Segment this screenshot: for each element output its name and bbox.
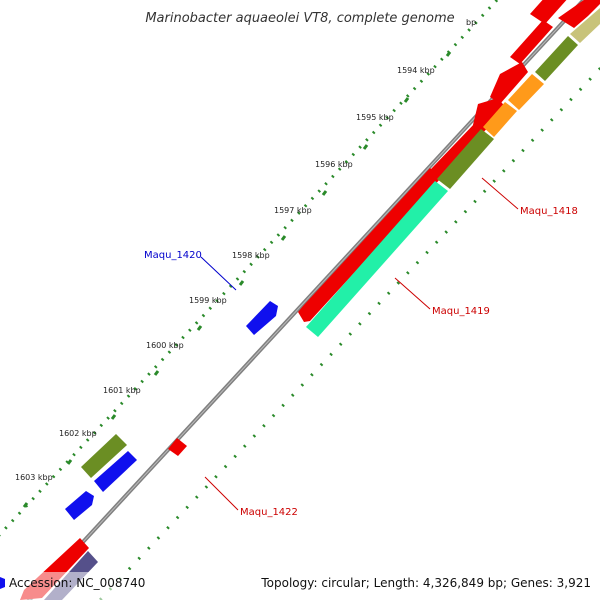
tick-label: bp <box>466 18 476 27</box>
major-tick-mark <box>238 280 245 286</box>
gene-arrow[interactable] <box>535 36 578 81</box>
scale-tick-labels: bp 1594 kbp 1595 kbp 1596 kbp 1597 kbp 1… <box>15 18 476 482</box>
tick-label: 1597 kbp <box>274 206 312 215</box>
major-tick-mark <box>445 51 452 57</box>
leader-line <box>204 476 239 511</box>
gene-arrow[interactable] <box>94 451 137 492</box>
gene-arrow[interactable] <box>483 102 517 137</box>
gene-maqu-1419-feature[interactable] <box>298 168 441 322</box>
gene-arrow[interactable] <box>306 181 448 337</box>
tick-label: 1603 kbp <box>15 473 53 482</box>
gene-label-maqu-1419[interactable]: Maqu_1419 <box>432 306 490 317</box>
gene-arrow[interactable] <box>530 0 570 24</box>
tick-label: 1598 kbp <box>232 251 270 260</box>
major-tick-mark <box>110 414 117 420</box>
tick-label: 1600 kbp <box>146 341 184 350</box>
footer-backdrop <box>0 572 600 600</box>
gene-label-maqu-1422[interactable]: Maqu_1422 <box>240 507 298 518</box>
gene-arrow[interactable] <box>65 491 94 520</box>
leader-line <box>481 177 519 210</box>
gene-label-maqu-1418[interactable]: Maqu_1418 <box>520 206 578 217</box>
genome-title: Marinobacter aquaeolei VT8, complete gen… <box>145 11 454 26</box>
topology-text: Topology: circular; Length: 4,326,849 bp… <box>260 576 591 590</box>
gene-features <box>20 0 600 600</box>
major-tick-mark <box>66 459 73 465</box>
major-tick-mark <box>321 190 328 196</box>
tick-label: 1595 kbp <box>356 113 394 122</box>
major-tick-mark <box>153 370 160 376</box>
title-backdrop <box>134 7 464 27</box>
gene-maqu-1420-feature[interactable] <box>246 301 278 335</box>
major-tick-mark <box>196 325 203 331</box>
gene-arrow[interactable] <box>428 122 484 180</box>
major-tick-mark <box>22 502 29 508</box>
accession-text: Accession: NC_008740 <box>9 576 145 590</box>
tick-label: 1599 kbp <box>189 296 227 305</box>
leader-line <box>200 256 237 291</box>
major-tick-mark <box>362 144 369 150</box>
tick-label: 1601 kbp <box>103 386 141 395</box>
gene-arrow[interactable] <box>490 62 528 104</box>
inner-scale-ring <box>98 66 600 600</box>
gene-label-maqu-1420[interactable]: Maqu_1420 <box>144 250 202 261</box>
gene-arrow[interactable] <box>508 74 544 110</box>
gene-arrow[interactable] <box>472 98 506 136</box>
outer-scale-ring <box>0 0 499 537</box>
tick-label: 1594 kbp <box>397 66 435 75</box>
gene-arrow[interactable] <box>570 8 600 43</box>
leader-line <box>394 277 431 310</box>
tick-label: 1602 kbp <box>59 429 97 438</box>
major-tick-mark <box>403 97 410 103</box>
gene-arrow[interactable] <box>81 434 127 478</box>
gene-arrow[interactable] <box>510 20 553 64</box>
label-leaders <box>200 177 519 511</box>
major-tick-mark <box>280 235 287 241</box>
tick-label: 1596 kbp <box>315 160 353 169</box>
legend-swatch-icon <box>0 577 5 589</box>
gene-maqu-1418-feature[interactable] <box>437 129 494 189</box>
gene-maqu-1422-feature[interactable] <box>168 438 187 456</box>
gene-arrow[interactable] <box>558 0 600 28</box>
